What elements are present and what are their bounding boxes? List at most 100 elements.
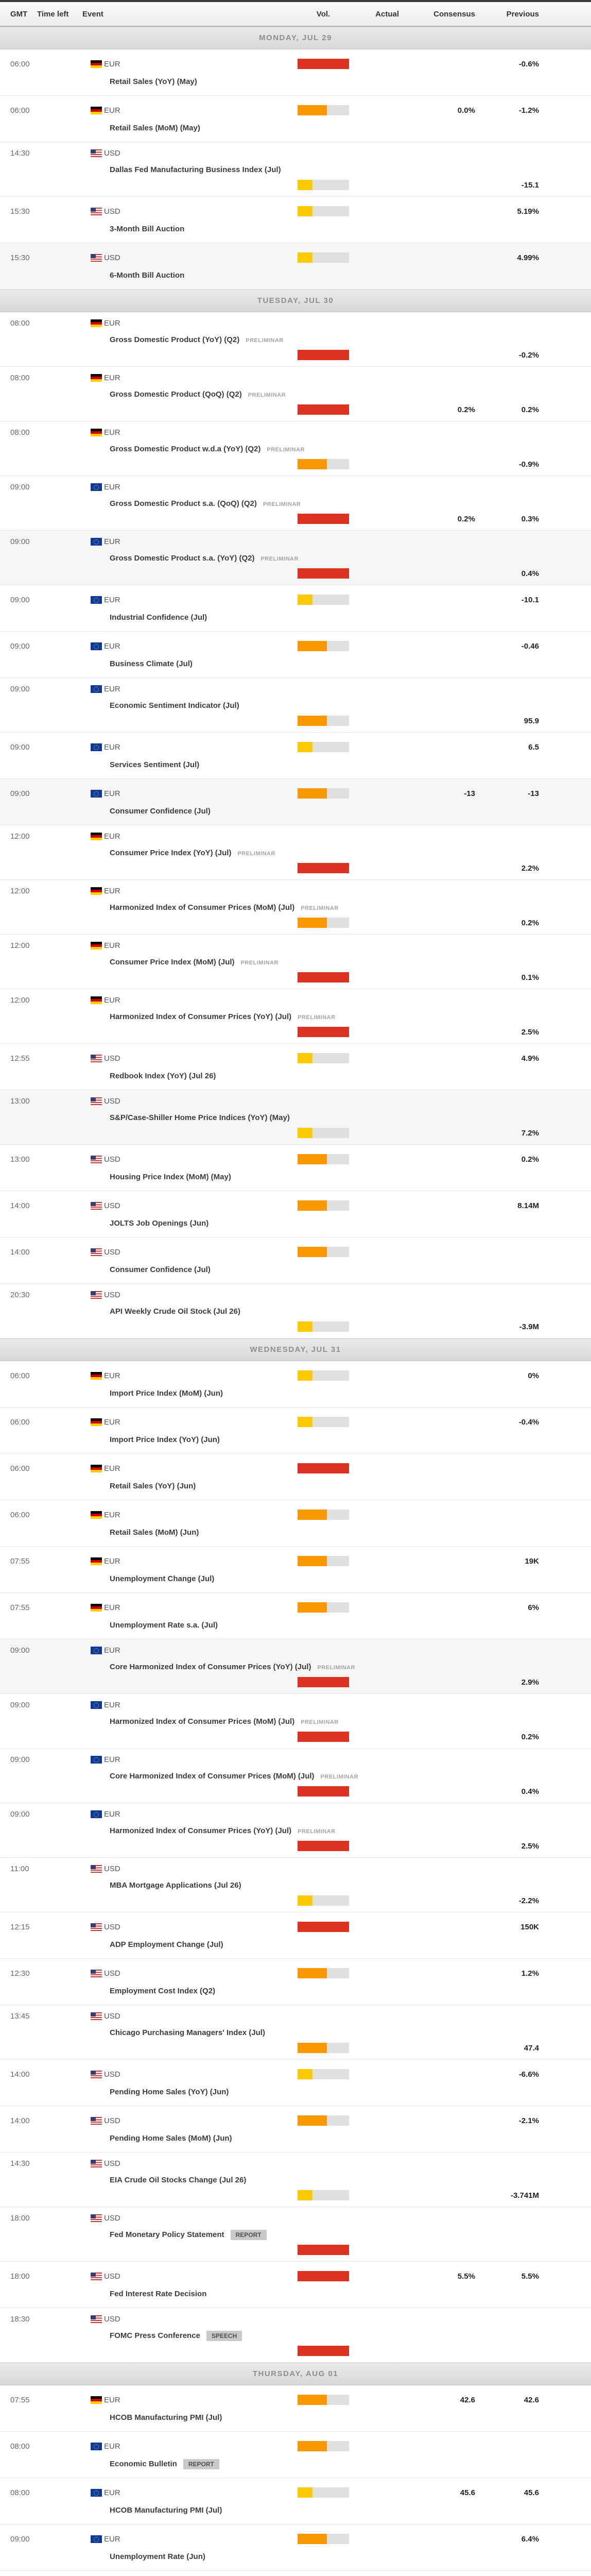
event-row[interactable]: 12:00 EUR Harmonized Index of Consumer P… bbox=[0, 880, 591, 935]
event-row[interactable]: 14:00 USD Pending Home Sales (MoM) (Jun)… bbox=[0, 2106, 591, 2153]
volatility-indicator bbox=[298, 863, 349, 873]
volatility-indicator bbox=[298, 1510, 349, 1520]
event-name: API Weekly Crude Oil Stock (Jul 26) bbox=[110, 1307, 240, 1316]
event-name: Import Price Index (YoY) (Jun) bbox=[110, 1435, 220, 1444]
germany-flag-icon bbox=[91, 429, 102, 436]
currency-code: USD bbox=[104, 253, 120, 262]
volatility-indicator bbox=[298, 2043, 349, 2053]
event-row[interactable]: 14:30 USD EIA Crude Oil Stocks Change (J… bbox=[0, 2153, 591, 2207]
event-row[interactable]: 12:15 USD ADP Employment Change (Jul) 15… bbox=[0, 1912, 591, 1959]
volatility-indicator bbox=[298, 641, 349, 651]
event-row[interactable]: 11:00 USD MBA Mortgage Applications (Jul… bbox=[0, 1858, 591, 1912]
event-row[interactable]: 12:00 EUR Consumer Price Index (MoM) (Ju… bbox=[0, 935, 591, 989]
consensus-value: 0.2% bbox=[457, 515, 475, 523]
event-time: 09:00 bbox=[10, 1701, 30, 1709]
currency-code: USD bbox=[104, 1201, 120, 1210]
event-row[interactable]: 11:30 USD Challenger Job Cuts (Jul) 48.7… bbox=[0, 2571, 591, 2576]
previous-value: 0.2% bbox=[521, 1155, 539, 1164]
currency-code: EUR bbox=[104, 941, 120, 950]
event-row[interactable]: 18:00 USD Fed Interest Rate Decision 5.5… bbox=[0, 2262, 591, 2308]
previous-value: 45.6 bbox=[524, 2488, 539, 2497]
event-row[interactable]: 07:55 EUR Unemployment Rate s.a. (Jul) 6… bbox=[0, 1593, 591, 1639]
volatility-fill bbox=[298, 1841, 349, 1851]
currency-code: EUR bbox=[104, 319, 120, 328]
us-flag-icon bbox=[91, 1865, 102, 1873]
event-row[interactable]: 13:00 USD S&P/Case-Shiller Home Price In… bbox=[0, 1090, 591, 1145]
event-row[interactable]: 09:00 EUR Harmonized Index of Consumer P… bbox=[0, 1694, 591, 1749]
event-row[interactable]: 08:00 EUR Economic Bulletin REPORT bbox=[0, 2432, 591, 2478]
us-flag-icon bbox=[91, 1055, 102, 1062]
event-row[interactable]: 09:00 EUR Economic Sentiment Indicator (… bbox=[0, 678, 591, 733]
event-row[interactable]: 09:00 EUR Unemployment Rate (Jun) 6.4% bbox=[0, 2524, 591, 2571]
event-row[interactable]: 09:00 EUR Services Sentiment (Jul) 6.5 bbox=[0, 733, 591, 779]
event-row[interactable]: 09:00 EUR Consumer Confidence (Jul) -13 … bbox=[0, 779, 591, 825]
event-row[interactable]: 12:00 EUR Consumer Price Index (YoY) (Ju… bbox=[0, 825, 591, 880]
event-row[interactable]: 09:00 EUR Business Climate (Jul) -0.46 bbox=[0, 632, 591, 678]
volatility-indicator bbox=[298, 2190, 349, 2200]
event-row[interactable]: 09:00 EUR Harmonized Index of Consumer P… bbox=[0, 1803, 591, 1858]
event-row[interactable]: 08:00 EUR Gross Domestic Product w.d.a (… bbox=[0, 421, 591, 476]
event-row[interactable]: 12:00 EUR Harmonized Index of Consumer P… bbox=[0, 989, 591, 1044]
event-row[interactable]: 13:00 USD Housing Price Index (MoM) (May… bbox=[0, 1145, 591, 1191]
event-time: 09:00 bbox=[10, 642, 30, 651]
event-row[interactable]: 18:00 USD Fed Monetary Policy Statement R… bbox=[0, 2207, 591, 2262]
event-row[interactable]: 09:00 EUR Gross Domestic Product s.a. (Y… bbox=[0, 531, 591, 585]
event-row[interactable]: 14:00 USD JOLTS Job Openings (Jun) 8.14M bbox=[0, 1191, 591, 1238]
event-time: 18:30 bbox=[10, 2315, 30, 2324]
volatility-indicator bbox=[298, 2271, 349, 2281]
event-row[interactable]: 18:30 USD FOMC Press Conference SPEECH bbox=[0, 2308, 591, 2363]
event-time: 06:00 bbox=[10, 60, 30, 69]
event-time: 09:00 bbox=[10, 743, 30, 752]
column-header-vol: Vol. bbox=[316, 10, 331, 19]
volatility-indicator bbox=[298, 1417, 349, 1427]
event-row[interactable]: 06:00 EUR Import Price Index (MoM) (Jun)… bbox=[0, 1361, 591, 1408]
event-row[interactable]: 12:55 USD Redbook Index (YoY) (Jul 26) 4… bbox=[0, 1044, 591, 1090]
column-header-consensus: Consensus bbox=[433, 10, 475, 19]
volatility-indicator bbox=[298, 716, 349, 726]
event-row[interactable]: 06:00 EUR Import Price Index (YoY) (Jun)… bbox=[0, 1408, 591, 1454]
event-name: S&P/Case-Shiller Home Price Indices (YoY… bbox=[110, 1113, 290, 1122]
event-row[interactable]: 14:00 USD Consumer Confidence (Jul) bbox=[0, 1238, 591, 1284]
event-row[interactable]: 15:30 USD 6-Month Bill Auction 4.99% bbox=[0, 243, 591, 290]
event-row[interactable]: 06:00 EUR Retail Sales (MoM) (Jun) bbox=[0, 1500, 591, 1547]
event-row[interactable]: 07:55 EUR Unemployment Change (Jul) 19K bbox=[0, 1547, 591, 1593]
event-row[interactable]: 06:00 EUR Retail Sales (YoY) (May) -0.6% bbox=[0, 49, 591, 96]
volatility-indicator bbox=[298, 514, 349, 524]
germany-flag-icon bbox=[91, 1557, 102, 1565]
event-row[interactable]: 08:00 EUR Gross Domestic Product (YoY) (… bbox=[0, 312, 591, 367]
currency-code: EUR bbox=[104, 887, 120, 895]
eu-flag-icon bbox=[91, 2489, 102, 2497]
event-row[interactable]: 13:45 USD Chicago Purchasing Managers' I… bbox=[0, 2005, 591, 2060]
event-row[interactable]: 12:30 USD Employment Cost Index (Q2) 1.2… bbox=[0, 1959, 591, 2005]
currency-code: EUR bbox=[104, 996, 120, 1005]
volatility-fill bbox=[298, 206, 312, 216]
event-tag: PRELIMINAR bbox=[320, 1774, 359, 1780]
event-tag: PRELIMINAR bbox=[248, 392, 286, 398]
event-row[interactable]: 15:30 USD 3-Month Bill Auction 5.19% bbox=[0, 197, 591, 243]
event-row[interactable]: 06:00 EUR Retail Sales (YoY) (Jun) bbox=[0, 1454, 591, 1500]
event-name: Consumer Price Index (MoM) (Jul) bbox=[110, 958, 235, 967]
calendar-column-header: GMT Time left Event Vol. Actual Consensu… bbox=[0, 2, 591, 27]
event-row[interactable]: 08:00 EUR HCOB Manufacturing PMI (Jul) 4… bbox=[0, 2478, 591, 2524]
event-row[interactable]: 09:00 EUR Core Harmonized Index of Consu… bbox=[0, 1749, 591, 1803]
previous-value: 150K bbox=[520, 1923, 539, 1931]
event-time: 06:00 bbox=[10, 1464, 30, 1473]
event-row[interactable]: 09:00 EUR Industrial Confidence (Jul) -1… bbox=[0, 585, 591, 632]
event-name: Pending Home Sales (MoM) (Jun) bbox=[110, 2134, 232, 2143]
event-row[interactable]: 09:00 EUR Core Harmonized Index of Consu… bbox=[0, 1639, 591, 1694]
event-row[interactable]: 08:00 EUR Gross Domestic Product (QoQ) (… bbox=[0, 367, 591, 421]
event-row[interactable]: 06:00 EUR Retail Sales (MoM) (May) 0.0% … bbox=[0, 96, 591, 142]
event-row[interactable]: 09:00 EUR Gross Domestic Product s.a. (Q… bbox=[0, 476, 591, 531]
volatility-fill bbox=[298, 788, 327, 799]
event-row[interactable]: 20:30 USD API Weekly Crude Oil Stock (Ju… bbox=[0, 1284, 591, 1338]
germany-flag-icon bbox=[91, 1418, 102, 1426]
event-time: 14:00 bbox=[10, 1248, 30, 1257]
event-row[interactable]: 14:30 USD Dallas Fed Manufacturing Busin… bbox=[0, 142, 591, 197]
germany-flag-icon bbox=[91, 996, 102, 1004]
currency-code: EUR bbox=[104, 1464, 120, 1473]
previous-value: -13 bbox=[528, 789, 539, 798]
event-row[interactable]: 14:00 USD Pending Home Sales (YoY) (Jun)… bbox=[0, 2060, 591, 2106]
day-header: THURSDAY, AUG 01 bbox=[0, 2363, 591, 2385]
event-row[interactable]: 07:55 EUR HCOB Manufacturing PMI (Jul) 4… bbox=[0, 2385, 591, 2432]
